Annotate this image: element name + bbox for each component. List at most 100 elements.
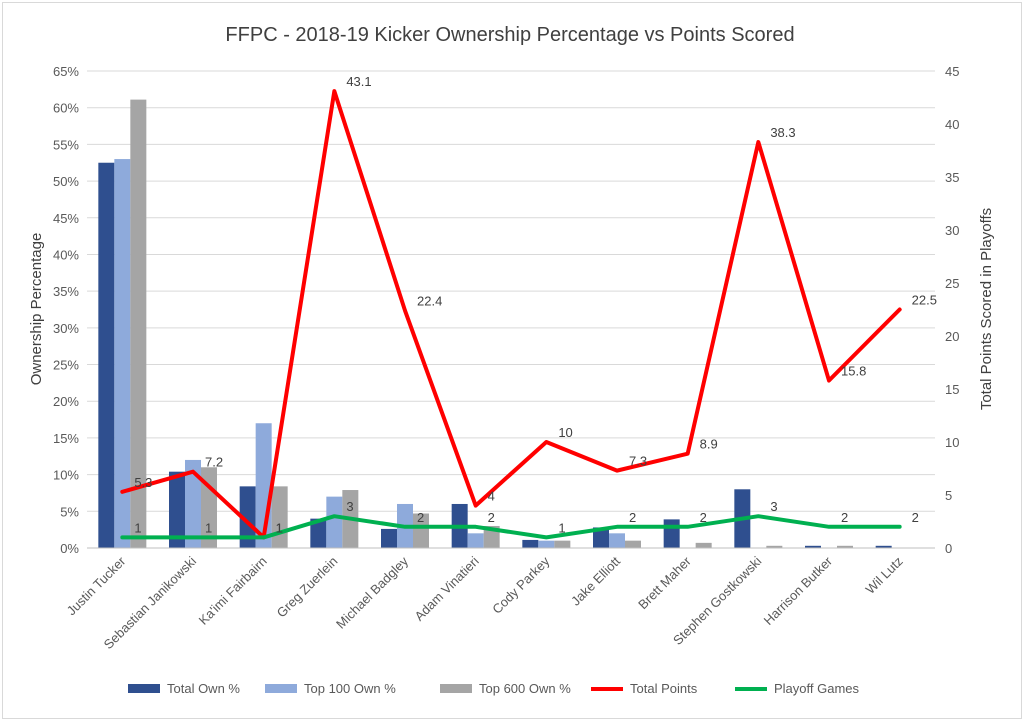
chart-svg: FFPC - 2018-19 Kicker Ownership Percenta…: [28, 24, 995, 696]
data-label: 1: [276, 520, 283, 535]
y2-axis-title: Total Points Scored in Playoffs: [978, 208, 995, 410]
x-tick-label: Ka'imi Fairbairn: [196, 554, 270, 628]
legend-label: Top 600 Own %: [479, 681, 571, 696]
x-tick-label: Justin Tucker: [64, 553, 129, 618]
y2-tick-label: 5: [945, 488, 952, 503]
y2-tick-label: 35: [945, 170, 959, 185]
bar: [837, 545, 853, 548]
bar: [201, 467, 217, 548]
y2-tick-label: 45: [945, 64, 959, 79]
bar: [326, 496, 343, 548]
bar: [185, 459, 201, 548]
data-label: 5.3: [134, 475, 152, 490]
data-label: 2: [841, 510, 848, 525]
legend-label: Top 100 Own %: [304, 681, 396, 696]
bar: [554, 540, 571, 548]
y-tick-label: 0%: [60, 541, 79, 556]
gridlines: [87, 70, 935, 549]
legend-label: Total Own %: [167, 681, 240, 696]
y-tick-label: 10%: [53, 468, 79, 483]
data-label: 2: [417, 510, 424, 525]
y-tick-label: 60%: [53, 101, 79, 116]
y2-tick-label: 10: [945, 435, 959, 450]
bar: [663, 519, 680, 548]
data-label: 2: [912, 510, 919, 525]
bar: [522, 539, 539, 548]
y2-tick-label: 40: [945, 117, 959, 132]
y-tick-label: 45%: [53, 211, 79, 226]
y2-tick-label: 25: [945, 276, 959, 291]
data-label: 43.1: [346, 74, 371, 89]
y-tick-label: 65%: [53, 64, 79, 79]
y-tick-label: 35%: [53, 284, 79, 299]
x-tick-label: Michael Badgley: [333, 553, 411, 631]
bar: [130, 99, 147, 549]
data-label: 8.9: [700, 437, 718, 452]
x-tick-label: Harrison Butker: [761, 553, 836, 628]
bar: [169, 471, 185, 548]
bar: [114, 159, 131, 549]
data-label: 3: [346, 499, 353, 514]
y-tick-label: 5%: [60, 504, 79, 519]
x-tick-label: Adam Vinatieri: [412, 553, 482, 623]
x-tick-label: Wil Lutz: [862, 554, 905, 597]
bar: [766, 545, 783, 548]
y-tick-label: 20%: [53, 394, 79, 409]
y-tick-label: 50%: [53, 174, 79, 189]
bar: [98, 162, 115, 548]
legend-label: Total Points: [630, 681, 698, 696]
y-axis-title: Ownership Percentage: [28, 233, 45, 386]
legend-swatch: [265, 684, 297, 693]
data-label: 3: [770, 499, 777, 514]
legend-label: Playoff Games: [774, 681, 860, 696]
y-tick-label: 25%: [53, 358, 79, 373]
data-label: 2: [700, 510, 707, 525]
data-labels: 5.3 7.2 1 43.1 22.4 4 10 7.3 8.9 38.3 15.8 22.5 1 1 1 3…: [134, 74, 937, 535]
data-label: 2: [488, 510, 495, 525]
y2-tick-label: 0: [945, 541, 952, 556]
x-tick-label: Brett Maher: [635, 553, 694, 612]
y-tick-label: 55%: [53, 137, 79, 152]
data-label: 1: [205, 520, 212, 535]
data-label: 1: [558, 520, 565, 535]
data-label: 10: [558, 425, 572, 440]
bar: [538, 540, 555, 548]
bar: [239, 486, 256, 548]
y-tick-label: 40%: [53, 247, 79, 262]
y-tick-label: 15%: [53, 431, 79, 446]
data-label: 22.4: [417, 294, 442, 309]
bar: [310, 518, 327, 548]
data-label: 15.8: [841, 364, 866, 379]
lines: [120, 89, 902, 540]
data-label: 22.5: [912, 293, 937, 308]
x-tick-label: Greg Zuerlein: [274, 554, 341, 621]
data-label: 1: [276, 520, 283, 535]
bar: [609, 533, 625, 548]
bar: [381, 528, 397, 548]
bar: [695, 542, 712, 548]
y2-tick-label: 15: [945, 382, 959, 397]
data-label: 7.3: [629, 454, 647, 469]
series-line: [120, 514, 902, 540]
data-label: 7.2: [205, 455, 223, 470]
bar: [413, 513, 429, 548]
legend: Total Own % Top 100 Own % Top 600 Own % Tot…: [128, 681, 860, 696]
x-tick-label: Cody Parkey: [489, 553, 553, 617]
legend-swatch: [128, 684, 160, 693]
data-label: 2: [629, 510, 636, 525]
data-label: 1: [134, 520, 141, 535]
data-label: 4: [488, 489, 495, 504]
y-tick-label: 30%: [53, 321, 79, 336]
bar: [467, 533, 484, 548]
bar: [271, 486, 288, 548]
y2-tick-label: 20: [945, 329, 959, 344]
y2-tick-label: 30: [945, 223, 959, 238]
x-tick-label: Jake Elliott: [568, 553, 623, 608]
bar: [875, 545, 892, 548]
bar: [805, 545, 821, 548]
bars: [98, 99, 892, 549]
chart-title: FFPC - 2018-19 Kicker Ownership Percenta…: [225, 24, 794, 46]
series-line: [120, 89, 902, 540]
data-label: 38.3: [770, 125, 795, 140]
